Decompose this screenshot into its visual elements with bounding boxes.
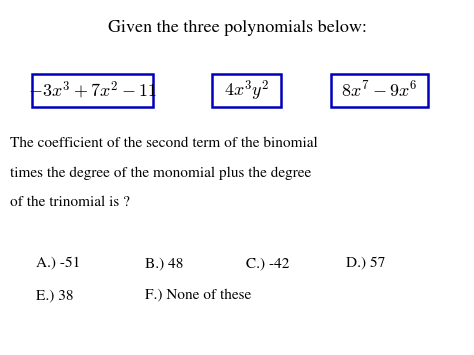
Text: $8x^7-9x^6$: $8x^7-9x^6$	[341, 81, 418, 100]
Text: F.) None of these: F.) None of these	[145, 289, 251, 303]
Text: times the degree of the monomial plus the degree: times the degree of the monomial plus th…	[10, 166, 312, 180]
Text: of the trinomial is ?: of the trinomial is ?	[10, 196, 130, 209]
Text: The coefficient of the second term of the binomial: The coefficient of the second term of th…	[10, 137, 318, 150]
Text: C.) -42: C.) -42	[246, 257, 290, 271]
Text: $-3x^3+7x^2-11$: $-3x^3+7x^2-11$	[28, 80, 157, 101]
Text: E.) 38: E.) 38	[36, 289, 73, 303]
Text: A.) -51: A.) -51	[36, 257, 80, 271]
Text: $4x^3y^2$: $4x^3y^2$	[224, 78, 269, 103]
Text: B.) 48: B.) 48	[145, 257, 183, 271]
Text: D.) 57: D.) 57	[346, 257, 385, 271]
Text: Given the three polynomials below:: Given the three polynomials below:	[108, 20, 366, 36]
